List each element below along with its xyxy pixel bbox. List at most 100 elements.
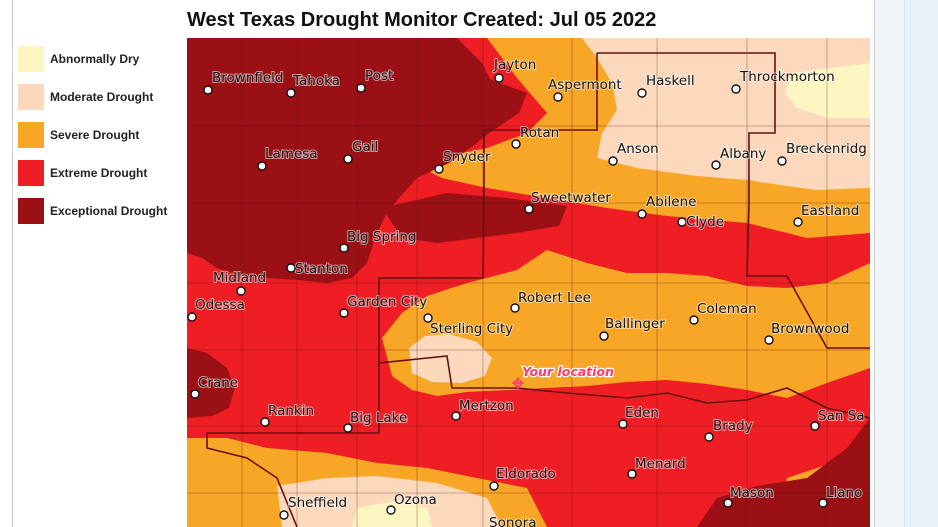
city-menard[interactable]: Menard [627, 455, 687, 479]
city-brownfield[interactable]: Brownfield [203, 69, 285, 95]
city-brownwood[interactable]: Brownwood [764, 320, 851, 345]
svg-text:Sweetwater: Sweetwater [531, 190, 611, 206]
city-eden[interactable]: Eden [618, 404, 660, 429]
severe-drought-area-central [382, 250, 870, 398]
city-post[interactable]: Post [356, 67, 394, 93]
svg-text:Big Spring: Big Spring [347, 229, 416, 245]
city-rotan[interactable]: Rotan [511, 124, 560, 149]
legend-swatch [18, 46, 44, 72]
city-brady[interactable]: Brady [704, 417, 754, 442]
svg-text:Big Lake: Big Lake [350, 410, 407, 426]
svg-text:Gail: Gail [352, 139, 378, 155]
svg-text:Haskell: Haskell [646, 73, 695, 89]
city-sheffield[interactable]: Sheffield [279, 494, 348, 520]
city-ozona[interactable]: Ozona [386, 491, 438, 515]
svg-text:Albany: Albany [720, 146, 766, 162]
legend-label: Exceptional Drought [50, 204, 168, 218]
svg-text:Eastland: Eastland [801, 203, 859, 219]
exceptional-drought-area-crane [187, 348, 235, 418]
city-sonora[interactable]: Sonora [488, 514, 537, 527]
legend-swatch [18, 160, 44, 186]
svg-text:Post: Post [365, 68, 393, 84]
svg-text:Aspermont: Aspermont [548, 77, 622, 93]
city-sweetwater[interactable]: Sweetwater [524, 189, 612, 214]
svg-text:Mason: Mason [730, 485, 774, 501]
city-gail[interactable]: Gail [343, 138, 379, 164]
city-aspermont[interactable]: Aspermont [547, 76, 623, 102]
city-sterling-city[interactable]: Sterling City [423, 313, 514, 338]
city-snyder[interactable]: Snyder [434, 148, 492, 174]
city-anson[interactable]: Anson [608, 140, 660, 166]
city-clyde[interactable]: Clyde [677, 213, 725, 231]
svg-text:Stanton: Stanton [295, 261, 348, 277]
svg-text:Abilene: Abilene [646, 194, 696, 210]
svg-text:Tahoka: Tahoka [292, 73, 340, 89]
right-scroll-strip [904, 0, 938, 527]
svg-text:Eldorado: Eldorado [496, 466, 556, 482]
svg-text:Sheffield: Sheffield [288, 495, 347, 511]
city-breckenridge[interactable]: Breckenridg [777, 140, 868, 166]
city-garden-city[interactable]: Garden City [339, 293, 428, 318]
legend-swatch [18, 122, 44, 148]
svg-text:Brownfield: Brownfield [212, 70, 284, 86]
svg-text:Mertzon: Mertzon [459, 398, 514, 414]
svg-text:Odessa: Odessa [195, 297, 245, 313]
abnormally-dry-area-northeast [785, 63, 870, 118]
svg-text:Jayton: Jayton [493, 57, 536, 73]
svg-text:Anson: Anson [617, 141, 659, 157]
city-robert-lee[interactable]: Robert Lee [510, 289, 592, 313]
city-eastland[interactable]: Eastland [793, 202, 860, 227]
city-coleman[interactable]: Coleman [689, 300, 758, 325]
svg-text:Clyde: Clyde [686, 214, 724, 230]
city-tahoka[interactable]: Tahoka [286, 72, 341, 98]
legend-label: Abnormally Dry [50, 52, 140, 66]
legend-label: Extreme Drought [50, 166, 148, 180]
svg-text:Crane: Crane [198, 375, 238, 391]
city-jayton[interactable]: Jayton [492, 56, 537, 83]
legend-label: Severe Drought [50, 128, 140, 142]
legend-item-abnormally-dry: Abnormally Dry [18, 46, 178, 72]
exceptional-drought-area-mid [382, 193, 567, 243]
svg-text:Midland: Midland [213, 270, 266, 286]
your-location-label: Your location [522, 364, 614, 379]
city-big-spring[interactable]: Big Spring [339, 228, 417, 253]
severe-drought-area-southwest [187, 458, 297, 527]
city-mason[interactable]: Mason [723, 484, 775, 508]
svg-text:Llano: Llano [826, 485, 862, 501]
drought-map-svg: Brownfield Tahoka Post Jayton Aspermont … [187, 38, 870, 527]
map-title: West Texas Drought Monitor Created: Jul … [187, 9, 657, 31]
city-san-saba[interactable]: San Sa [810, 407, 866, 431]
your-location-marker[interactable]: Your location [512, 363, 615, 389]
city-crane[interactable]: Crane [190, 374, 239, 399]
city-markers: Brownfield Tahoka Post Jayton Aspermont … [187, 56, 868, 527]
city-midland[interactable]: Midland [212, 269, 267, 296]
city-odessa[interactable]: Odessa [187, 296, 246, 322]
svg-text:Garden City: Garden City [347, 294, 427, 310]
city-mertzon[interactable]: Mertzon [451, 397, 515, 421]
moderate-drought-area-sterling [409, 334, 492, 383]
city-rankin[interactable]: Rankin [260, 402, 315, 427]
left-frame [0, 0, 13, 527]
city-haskell[interactable]: Haskell [637, 72, 696, 98]
svg-text:Throckmorton: Throckmorton [739, 69, 835, 85]
drought-map[interactable]: Brownfield Tahoka Post Jayton Aspermont … [187, 38, 870, 527]
city-big-lake[interactable]: Big Lake [343, 409, 408, 433]
city-lamesa[interactable]: Lamesa [257, 145, 319, 171]
city-abilene[interactable]: Abilene [637, 193, 697, 219]
svg-text:Ozona: Ozona [394, 492, 437, 508]
city-eldorado[interactable]: Eldorado [489, 465, 557, 491]
svg-text:San Sa: San Sa [818, 408, 865, 424]
city-stanton[interactable]: Stanton [286, 260, 349, 278]
city-llano[interactable]: Llano [818, 484, 863, 508]
svg-text:Rotan: Rotan [520, 125, 559, 141]
city-albany[interactable]: Albany [711, 145, 767, 170]
svg-text:Sterling City: Sterling City [430, 321, 513, 337]
svg-text:Lamesa: Lamesa [265, 146, 318, 162]
forecast-area-boundary [206, 52, 870, 527]
legend-item-extreme-drought: Extreme Drought [18, 160, 178, 186]
county-lines [187, 38, 870, 527]
legend-swatch [18, 84, 44, 110]
city-throckmorton[interactable]: Throckmorton [731, 68, 836, 94]
city-ballinger[interactable]: Ballinger [599, 315, 666, 341]
legend-label: Moderate Drought [50, 90, 154, 104]
